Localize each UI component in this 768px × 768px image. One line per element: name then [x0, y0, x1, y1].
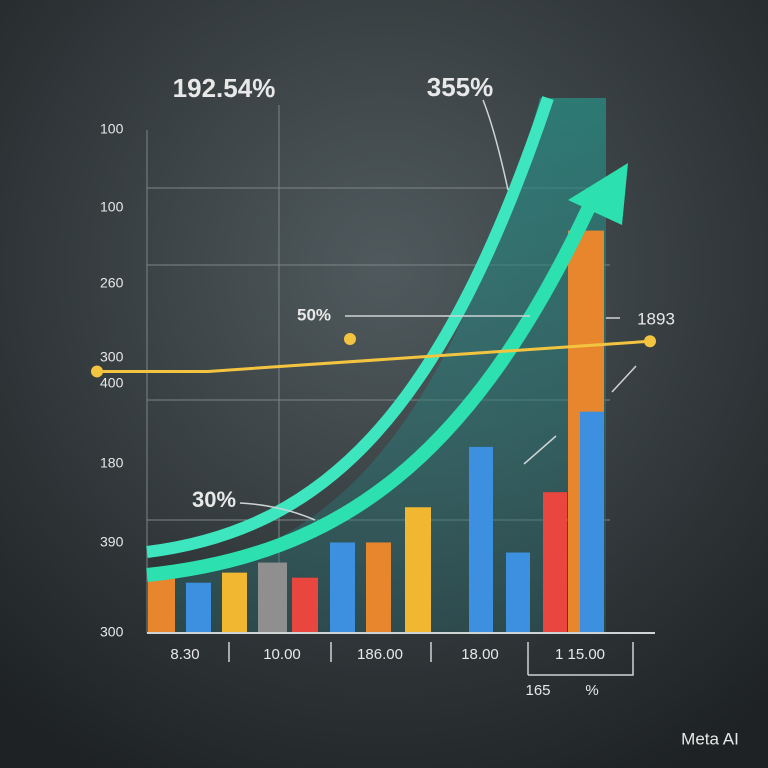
marker — [344, 333, 356, 345]
bar — [222, 572, 247, 633]
y-axis-label: 400 — [100, 375, 124, 391]
trend-line — [97, 339, 651, 373]
x-axis-label: 18.00 — [461, 646, 499, 663]
bar — [405, 507, 431, 633]
y-axis-label: 100 — [100, 199, 124, 215]
bar — [580, 411, 604, 633]
annotation: 192.54% — [173, 73, 276, 103]
trend-point — [644, 335, 656, 348]
bar — [366, 542, 391, 633]
annotation: % — [585, 682, 598, 699]
bar — [292, 577, 318, 633]
arrow-head — [568, 163, 628, 225]
annotation: 50% — [297, 305, 331, 324]
bar — [543, 492, 567, 633]
bar — [469, 446, 493, 633]
annotation: 1893 — [637, 309, 675, 328]
growth-curve — [146, 96, 554, 558]
x-separators — [228, 99, 637, 676]
y-axis-label: 300 — [100, 624, 124, 640]
bar — [506, 552, 530, 633]
bar — [258, 562, 287, 633]
x-axis-label: 8.30 — [170, 646, 199, 663]
y-axis-label: 260 — [100, 275, 124, 291]
annotation: 165 — [525, 682, 550, 699]
x-axis-label: 10.00 — [263, 646, 301, 663]
annotation: 355% — [427, 72, 494, 102]
annotation: 30% — [192, 487, 236, 512]
x-axis-label: 186.00 — [357, 646, 403, 663]
x-axis-label: 1 15.00 — [555, 646, 605, 663]
y-axis-label: 300 — [100, 349, 124, 365]
bar — [148, 577, 175, 633]
watermark: Meta AI — [681, 729, 739, 748]
y-axis-label: 180 — [100, 455, 124, 471]
trend-point — [91, 365, 103, 378]
bar — [186, 582, 211, 633]
bar — [330, 542, 355, 633]
growth-arrow — [146, 202, 597, 582]
y-axis-label: 100 — [100, 121, 124, 137]
y-axis-label: 390 — [100, 534, 124, 550]
